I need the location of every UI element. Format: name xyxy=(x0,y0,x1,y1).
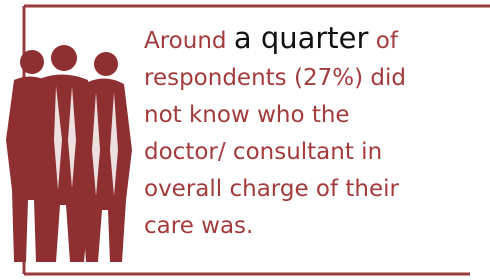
infographic-card: Around a quarter of respondents (27%) di… xyxy=(0,0,490,280)
callout-text: Around a quarter of respondents (27%) di… xyxy=(144,20,406,245)
lead-emphasis: a quarter xyxy=(234,21,369,55)
text-line: Around a quarter of xyxy=(144,20,406,60)
text-line: care was. xyxy=(144,208,406,245)
text-line: not know who the xyxy=(144,97,406,134)
text-line: respondents (27%) did xyxy=(144,60,406,97)
lead-before: Around xyxy=(144,28,227,54)
text-line: doctor/ consultant in xyxy=(144,134,406,171)
lead-after: of xyxy=(376,28,398,54)
text-line: overall charge of their xyxy=(144,171,406,208)
